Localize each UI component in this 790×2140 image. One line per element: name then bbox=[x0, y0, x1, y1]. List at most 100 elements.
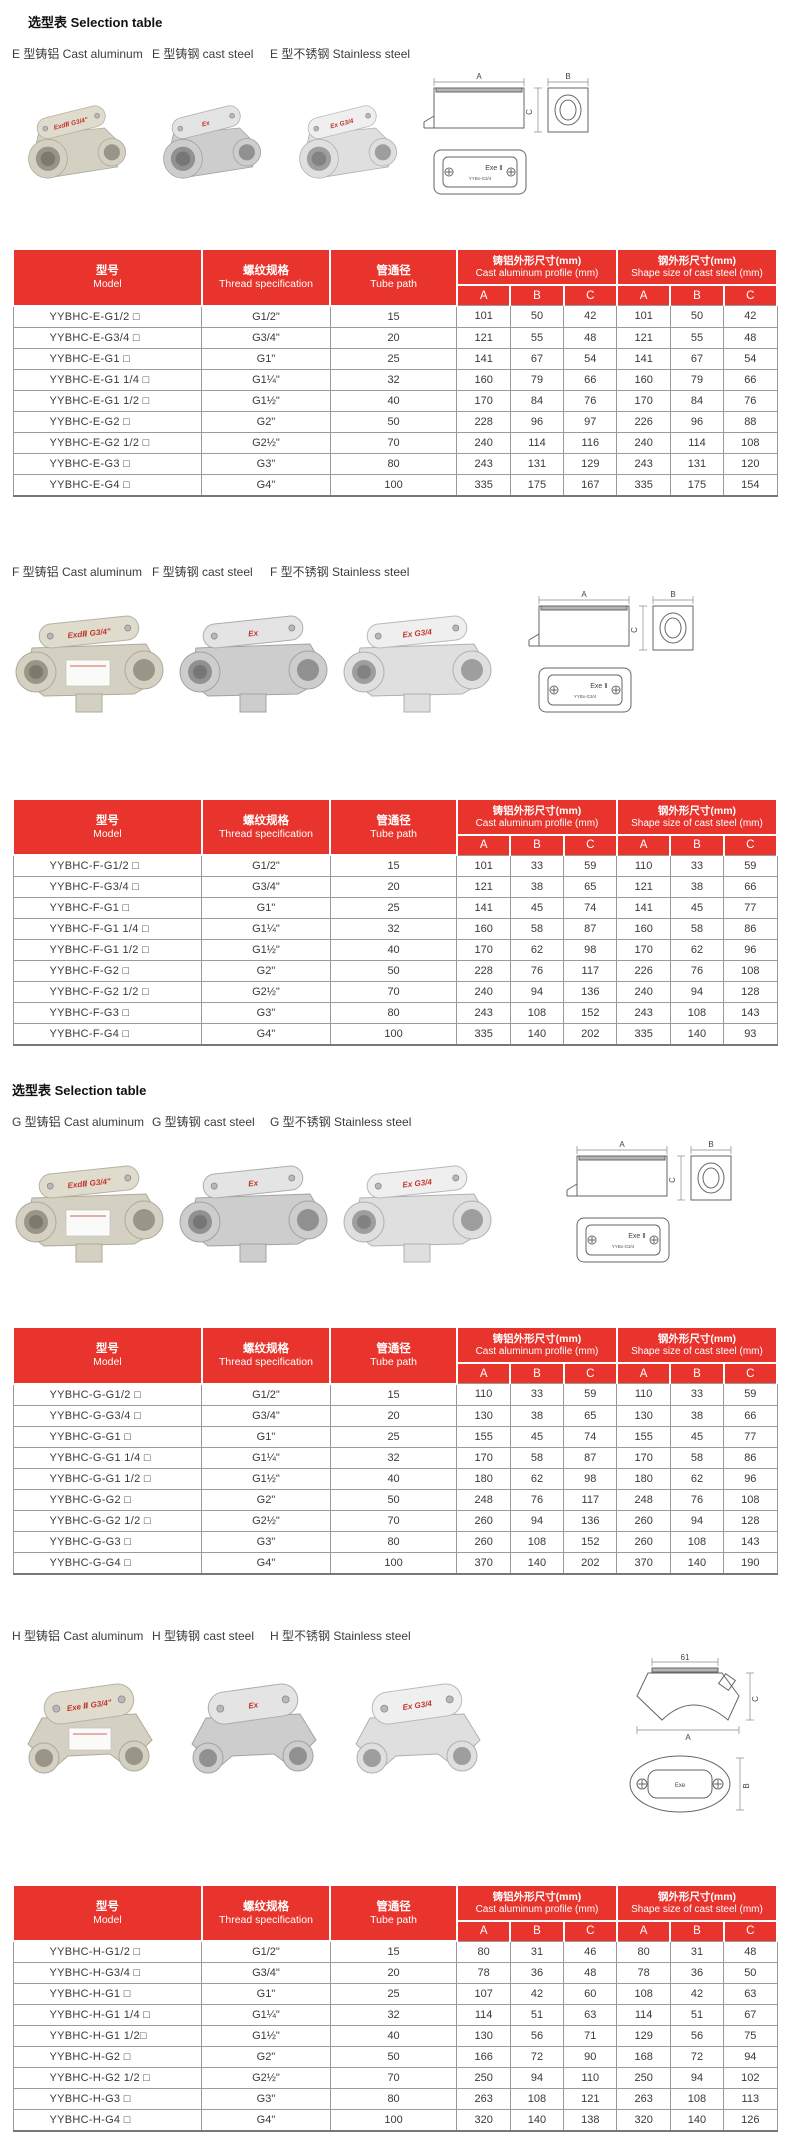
alu-c-cell: 152 bbox=[563, 1530, 618, 1553]
steel-a-cell: 141 bbox=[616, 347, 671, 370]
table-row: YYBHC-G-G1/2 □ G1/2" 15 110 33 59 110 33 59 bbox=[12, 1383, 778, 1406]
steel-a-cell: 160 bbox=[616, 368, 671, 391]
type-label-cast-aluminum: G 型铸铝 Cast aluminum bbox=[12, 1115, 145, 1129]
steel-b-cell: 33 bbox=[669, 1383, 725, 1406]
steel-c-cell: 120 bbox=[723, 452, 778, 475]
cover: Exe Ⅱ G3/4" bbox=[43, 1682, 135, 1725]
table-row: YYBHC-E-G3 □ G3" 80 243 131 129 243 131 120 bbox=[12, 452, 778, 475]
exe-mark-label: Exe Ⅱ bbox=[628, 1233, 645, 1240]
table-body: YYBHC-H-G1/2 □ G1/2" 15 80 31 46 80 31 48 YYBHC-H… bbox=[12, 1940, 778, 2132]
alu-c-cell: 138 bbox=[563, 2109, 618, 2132]
tube-path-cell: 32 bbox=[329, 1446, 458, 1469]
steel-c-cell: 86 bbox=[723, 918, 778, 940]
steel-b-cell: 76 bbox=[669, 960, 725, 982]
model-cell: YYBHC-H-G2 1/2 □ bbox=[12, 2067, 203, 2089]
alu-b-cell: 62 bbox=[509, 1467, 565, 1490]
col-header-thread: 螺纹规格 Thread specification bbox=[200, 1326, 332, 1385]
table-body: YYBHC-G-G1/2 □ G1/2" 15 110 33 59 110 33 59 YYBHC… bbox=[12, 1383, 778, 1575]
col-header-steel-a: A bbox=[615, 833, 672, 856]
alu-b-cell: 42 bbox=[509, 1983, 565, 2005]
screw-icon bbox=[452, 1174, 460, 1182]
thread-cell: G1½" bbox=[201, 2025, 331, 2047]
steel-c-cell: 94 bbox=[723, 2046, 778, 2068]
thread-cell: G2" bbox=[201, 1488, 331, 1511]
alu-b-cell: 114 bbox=[509, 431, 565, 454]
sections-group-2: G 型铸铝 Cast aluminum G 型铸钢 cast steel G 型… bbox=[0, 1113, 790, 2132]
steel-c-cell: 108 bbox=[723, 960, 778, 982]
steel-a-cell: 78 bbox=[616, 1962, 671, 1984]
steel-a-cell: 263 bbox=[616, 2088, 671, 2110]
technical-drawing: A B C Exe Ⅱ YYBx-G3/4 bbox=[618, 1653, 768, 1844]
model-cell: YYBHC-F-G2 □ bbox=[12, 960, 203, 982]
section-g: G 型铸铝 Cast aluminum G 型铸钢 cast steel G 型… bbox=[0, 1113, 790, 1575]
table-body: YYBHC-F-G1/2 □ G1/2" 15 101 33 59 110 33 59 YYBHC… bbox=[12, 854, 778, 1046]
steel-a-cell: 243 bbox=[616, 452, 671, 475]
steel-c-cell: 42 bbox=[723, 305, 778, 328]
steel-b-cell: 96 bbox=[669, 410, 725, 433]
table-row: YYBHC-H-G2 □ G2" 50 166 72 90 168 72 94 bbox=[12, 2046, 778, 2068]
ex-mark: Ex bbox=[201, 120, 211, 129]
thread-cell: G1½" bbox=[201, 939, 331, 961]
tube-path-cell: 32 bbox=[329, 918, 458, 940]
col-header-steel-a: A bbox=[615, 1919, 672, 1942]
thread-cell: G3/4" bbox=[201, 1404, 331, 1427]
cover: ExdⅡ G3/4" bbox=[36, 105, 106, 139]
steel-c-cell: 143 bbox=[723, 1530, 778, 1553]
dim-label-c: C bbox=[630, 626, 639, 632]
technical-drawing: A B C Exe Ⅱ YYBx-G3/4 bbox=[420, 72, 605, 227]
thread-cell: G2" bbox=[201, 410, 331, 433]
col-header-alu-c: C bbox=[562, 1919, 618, 1942]
screw-icon bbox=[229, 112, 236, 119]
product-image: Ex G3/4 Ex G3/4 bbox=[298, 105, 397, 179]
alu-b-cell: 94 bbox=[509, 981, 565, 1003]
screw-icon bbox=[210, 632, 218, 639]
table-row: YYBHC-E-G1/2 □ G1/2" 15 101 50 42 101 50 42 bbox=[12, 305, 778, 328]
col-header-thread: 螺纹规格 Thread specification bbox=[200, 1883, 332, 1942]
steel-a-cell: 110 bbox=[616, 854, 671, 877]
steel-a-cell: 170 bbox=[616, 939, 671, 961]
dim-label-c: C bbox=[668, 1177, 677, 1183]
tube-path-cell: 32 bbox=[329, 2004, 458, 2026]
steel-b-cell: 58 bbox=[669, 918, 725, 940]
steel-a-cell: 335 bbox=[616, 473, 671, 497]
thread-cell: G1/2" bbox=[201, 1383, 331, 1406]
table-row: YYBHC-G-G2 1/2 □ G2½" 70 260 94 136 260 94 128 bbox=[12, 1509, 778, 1532]
steel-c-cell: 66 bbox=[723, 368, 778, 391]
alu-a-cell: 228 bbox=[456, 410, 511, 433]
thread-cell: G1/2" bbox=[201, 305, 331, 328]
alu-c-cell: 59 bbox=[563, 1383, 618, 1406]
steel-b-cell: 140 bbox=[669, 1551, 725, 1575]
selection-table: 型号 Model 螺纹规格 Thread specification 管通径 Tube… bbox=[12, 1326, 779, 1575]
section-e: E 型铸铝 Cast aluminum E 型铸钢 cast steel E 型… bbox=[0, 45, 790, 497]
steel-b-cell: 42 bbox=[669, 1983, 725, 2005]
steel-c-cell: 77 bbox=[723, 897, 778, 919]
tube-path-cell: 70 bbox=[329, 981, 458, 1003]
steel-b-cell: 62 bbox=[669, 939, 725, 961]
type-label-stainless-steel: G 型不锈钢 Stainless steel bbox=[270, 1115, 412, 1129]
table-row: YYBHC-E-G1 1/4 □ G1¼" 32 160 79 66 160 79 66 bbox=[12, 368, 778, 391]
alu-b-cell: 33 bbox=[509, 854, 565, 877]
alu-c-cell: 48 bbox=[563, 1962, 618, 1984]
product-photo-row: ExdⅡ G3/4" ExdⅡ G3/4" bbox=[14, 66, 790, 238]
alu-b-cell: 45 bbox=[509, 897, 565, 919]
tube-path-cell: 15 bbox=[329, 1383, 458, 1406]
table-row: YYBHC-G-G3/4 □ G3/4" 20 130 38 65 130 38 66 bbox=[12, 1404, 778, 1427]
photo-cast-steel: Ex Ex bbox=[178, 1662, 328, 1792]
thread-cell: G2½" bbox=[201, 431, 331, 454]
alu-b-cell: 96 bbox=[509, 410, 565, 433]
product-image: Ex Ex bbox=[179, 615, 328, 712]
photo-stainless-steel: Ex G3/4 Ex G3/4 bbox=[342, 598, 492, 728]
tube-path-cell: 20 bbox=[329, 1962, 458, 1984]
photo-stainless-steel: Ex G3/4 Ex G3/4 bbox=[342, 1148, 492, 1278]
model-cell: YYBHC-E-G2 □ bbox=[12, 410, 203, 433]
photo-cast-steel: Ex Ex bbox=[178, 1148, 328, 1278]
alu-a-cell: 170 bbox=[456, 389, 511, 412]
dim-label-b: B bbox=[670, 590, 675, 599]
tube-path-cell: 40 bbox=[329, 939, 458, 961]
model-cell: YYBHC-G-G3/4 □ bbox=[12, 1404, 203, 1427]
steel-a-cell: 335 bbox=[616, 1023, 671, 1046]
col-header-model: 型号 Model bbox=[12, 1883, 203, 1942]
alu-c-cell: 90 bbox=[563, 2046, 618, 2068]
thread-cell: G4" bbox=[201, 1551, 331, 1575]
alu-a-cell: 263 bbox=[456, 2088, 511, 2110]
